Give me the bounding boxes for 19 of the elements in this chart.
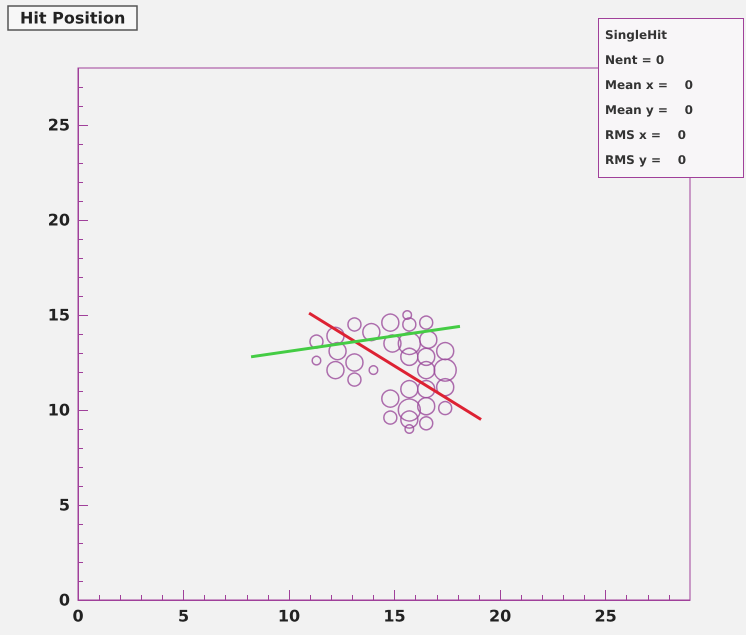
x-tick-label: 10	[278, 606, 300, 626]
annotation: Mean y = 0	[605, 102, 694, 119]
y-tick-label: 25	[48, 116, 70, 134]
y-tick-label: 20	[48, 210, 70, 230]
x-tick-label: 5	[178, 606, 190, 626]
x-tick-label: 0	[72, 606, 84, 626]
x-tick-label: 25	[594, 606, 617, 626]
annotation: Mean x = 0	[605, 77, 694, 94]
text: Nent = 0	[605, 53, 664, 67]
x-tick-label: 15	[383, 606, 406, 626]
y-tick-label: 15	[48, 306, 70, 324]
y-tick-label: 0	[58, 590, 70, 610]
annotation: RMS x = 0	[605, 127, 688, 144]
y-tick-label: 5	[58, 496, 70, 514]
chart-title: Hit Position	[20, 8, 126, 28]
x-tick-label: 20	[488, 606, 512, 626]
text: SingleHit	[605, 28, 668, 42]
annotation: RMS y = 0	[605, 152, 688, 169]
y-tick-label: 10	[48, 400, 70, 420]
